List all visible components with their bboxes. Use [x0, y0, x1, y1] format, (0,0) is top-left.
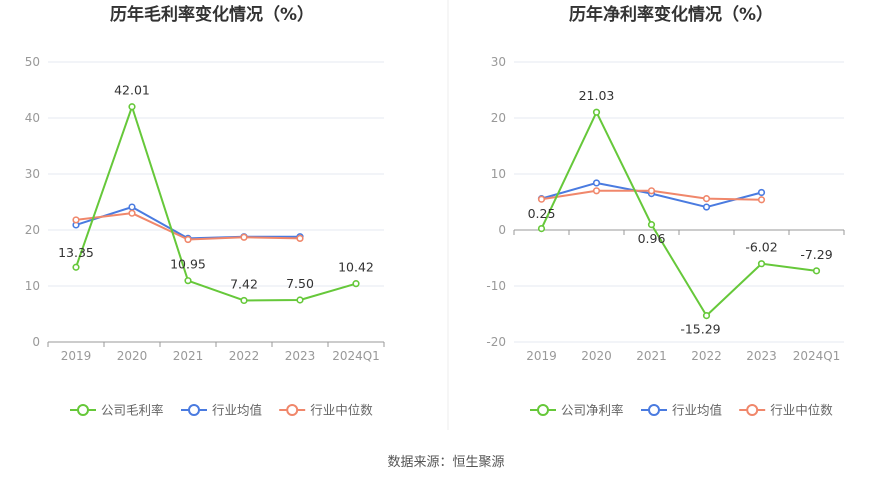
legend-swatch-marker [188, 404, 200, 416]
y-tick-label: 0 [32, 335, 40, 349]
industry_median-point [702, 195, 711, 203]
legend-label: 行业中位数 [770, 403, 833, 418]
company-point [757, 260, 766, 268]
company-point [537, 225, 546, 233]
x-tick-label: 2019 [526, 349, 557, 363]
legend-label: 公司毛利率 [101, 403, 164, 418]
data-label: -6.02 [745, 240, 777, 255]
x-tick-label: 2023 [746, 349, 777, 363]
data-label: 10.95 [170, 257, 206, 272]
industry_median-point [72, 216, 80, 224]
industry_avg-point [757, 188, 766, 197]
y-tick-label: 10 [491, 167, 506, 181]
x-tick-label: 2022 [229, 349, 260, 363]
company-point [128, 103, 136, 111]
data-label: 0.96 [638, 231, 666, 246]
chart-title: 历年净利率变化情况（%） [569, 4, 773, 25]
company-line [540, 111, 817, 317]
data-label: 10.42 [338, 260, 374, 275]
industry_avg-point [702, 203, 711, 211]
data-label: 42.01 [114, 83, 150, 98]
net-margin-chart: 历年净利率变化情况（%） -20 -10 0 10 20 30 2019 2020 2021 202… [486, 4, 845, 418]
company-point [812, 267, 821, 275]
x-tick-label: 2020 [117, 349, 148, 363]
y-tick-label: 50 [25, 55, 40, 69]
gross-margin-chart: 历年毛利率变化情况（%） 0 10 20 30 40 50 2019 2020 2021 2022 2… [25, 4, 385, 418]
data-label: 7.50 [286, 276, 314, 291]
x-tick-label: 2024Q1 [793, 349, 841, 363]
industry_median-point [647, 187, 656, 195]
company-point [352, 280, 360, 288]
x-tick-label: 2020 [581, 349, 612, 363]
legend-label: 公司净利率 [561, 403, 624, 418]
industry_median-point [240, 233, 248, 241]
y-tick-label: 20 [491, 111, 506, 125]
y-tick-label: 30 [491, 55, 506, 69]
data-label: 13.35 [58, 245, 94, 260]
legend-swatch-marker [286, 404, 299, 416]
chart-title: 历年毛利率变化情况（%） [110, 4, 314, 25]
data-label: 7.42 [230, 276, 258, 291]
legend-label: 行业中位数 [310, 403, 373, 418]
data-label: 0.25 [528, 206, 556, 221]
legend-label: 行业均值 [672, 403, 722, 418]
y-tick-label: 40 [25, 111, 40, 125]
industry_avg-point [128, 203, 136, 211]
legend-swatch-marker [746, 404, 759, 416]
company-point [184, 277, 192, 285]
company-point [647, 221, 656, 229]
industry_median-point [184, 235, 192, 244]
x-tick-label: 2024Q1 [332, 349, 380, 363]
x-tick-label: 2021 [173, 349, 204, 363]
y-tick-label: -10 [486, 279, 506, 293]
industry_median-point [592, 187, 601, 195]
x-tick-label: 2021 [636, 349, 667, 363]
y-tick-label: 30 [25, 167, 40, 181]
company-point [296, 296, 304, 304]
data-label: 21.03 [579, 88, 615, 103]
y-tick-label: 0 [498, 223, 506, 237]
legend-swatch-marker [537, 404, 549, 416]
company-point [72, 263, 80, 271]
y-tick-label: -20 [486, 335, 506, 349]
company-point [702, 312, 711, 320]
industry_median-point [537, 195, 546, 203]
company-point [592, 108, 601, 116]
data-label: -7.29 [800, 247, 832, 262]
y-tick-label: 20 [25, 223, 40, 237]
legend-label: 行业均值 [212, 403, 262, 418]
industry_median-point [757, 196, 766, 204]
industry_median-point [296, 234, 304, 242]
legend-swatch-marker [648, 404, 660, 416]
x-tick-label: 2022 [691, 349, 722, 363]
industry_avg-point [592, 179, 601, 187]
legend-swatch-marker [77, 404, 89, 416]
data-source: 数据来源：恒生聚源 [387, 455, 504, 470]
company-point [240, 296, 248, 305]
y-tick-label: 10 [25, 279, 40, 293]
x-tick-label: 2019 [61, 349, 92, 363]
x-tick-label: 2023 [285, 349, 316, 363]
company-line [75, 105, 357, 302]
industry_avg-line [75, 206, 300, 240]
industry_median-point [128, 209, 136, 217]
data-label: -15.29 [680, 322, 720, 337]
